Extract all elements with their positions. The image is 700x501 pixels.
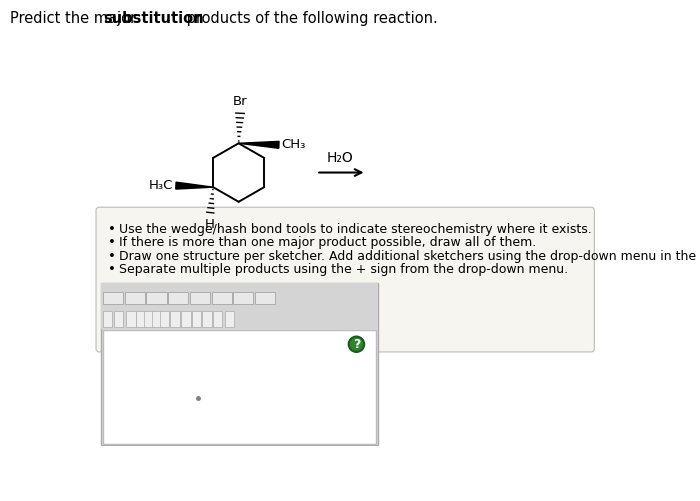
Text: H₃C: H₃C [149,179,174,192]
Text: •: • [108,263,116,276]
Bar [144,311,153,327]
Polygon shape [239,141,279,148]
Text: Predict the major: Predict the major [10,11,141,26]
Bar [101,307,378,329]
Text: ?: ? [353,338,360,351]
FancyBboxPatch shape [96,207,594,352]
Bar [233,292,253,304]
Bar [160,311,169,327]
Text: substitution: substitution [103,11,204,26]
Bar [202,311,211,327]
Text: •: • [108,249,116,263]
Text: •: • [108,222,116,235]
Bar [213,311,223,327]
Text: If there is more than one major product possible, draw all of them.: If there is more than one major product … [119,236,536,249]
Text: Use the wedge/hash bond tools to indicate stereochemistry where it exists.: Use the wedge/hash bond tools to indicat… [119,222,592,235]
Bar [146,292,167,304]
Text: Separate multiple products using the + sign from the drop-down menu.: Separate multiple products using the + s… [119,263,568,276]
Text: •: • [108,236,116,249]
Text: H: H [205,218,215,231]
Bar [168,292,188,304]
Bar [101,283,378,445]
Bar [255,292,275,304]
Bar [225,311,234,327]
Polygon shape [176,182,213,189]
Bar [136,311,146,327]
Bar [190,292,210,304]
Bar [114,311,123,327]
Bar [152,311,161,327]
Bar [170,311,180,327]
Text: CH₃: CH₃ [281,138,306,150]
Bar [103,330,376,443]
Bar [181,311,190,327]
Text: Draw one structure per sketcher. Add additional sketchers using the drop-down me: Draw one structure per sketcher. Add add… [119,249,700,263]
Circle shape [349,337,364,352]
Bar [192,311,202,327]
Bar [103,311,112,327]
Text: H₂O: H₂O [326,151,353,165]
Text: Br: Br [233,95,248,108]
Bar [211,292,232,304]
Bar [101,283,378,307]
Bar [126,311,136,327]
Bar [103,292,123,304]
Bar [125,292,145,304]
Text: products of the following reaction.: products of the following reaction. [182,11,438,26]
